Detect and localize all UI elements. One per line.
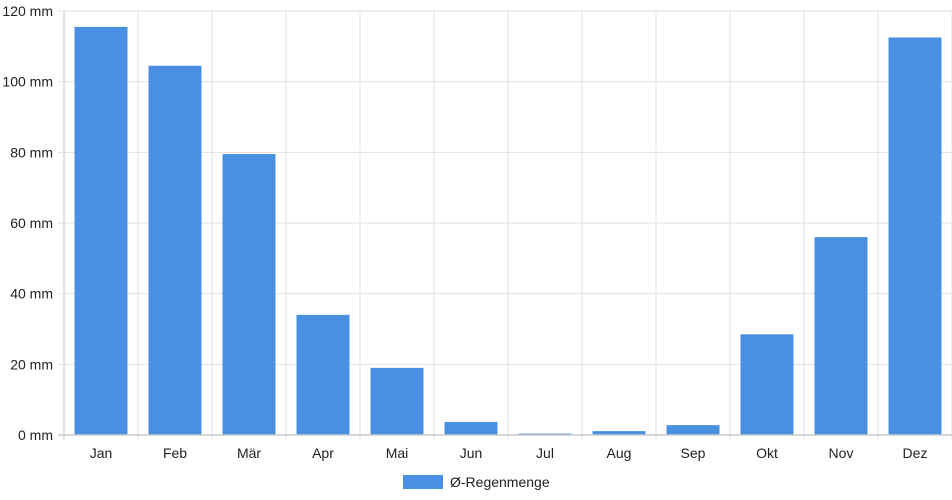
x-tick-label: Nov xyxy=(829,445,854,461)
y-tick-label: 100 mm xyxy=(2,74,53,90)
bar-jun[interactable] xyxy=(444,421,498,435)
bar-sep[interactable] xyxy=(666,425,720,435)
y-tick-label: 40 mm xyxy=(10,286,53,302)
axes xyxy=(58,11,952,441)
grid xyxy=(58,10,952,441)
y-tick-label: 60 mm xyxy=(10,215,53,231)
x-tick-label: Jun xyxy=(460,445,483,461)
bar-mär[interactable] xyxy=(222,154,276,435)
y-tick-label: 20 mm xyxy=(10,356,53,372)
x-tick-label: Jan xyxy=(90,445,113,461)
x-tick-label: Aug xyxy=(607,445,632,461)
y-tick-label: 0 mm xyxy=(18,427,53,443)
x-tick-label: Okt xyxy=(756,445,778,461)
x-tick-label: Mär xyxy=(237,445,261,461)
bar-jan[interactable] xyxy=(74,26,128,436)
bar-feb[interactable] xyxy=(148,65,202,436)
y-tick-label: 120 mm xyxy=(2,3,53,19)
x-tick-label: Feb xyxy=(163,445,187,461)
y-tick-label: 80 mm xyxy=(10,144,53,160)
bar-mai[interactable] xyxy=(370,367,424,435)
bar-okt[interactable] xyxy=(740,334,794,435)
x-tick-label: Sep xyxy=(681,445,706,461)
x-tick-label: Mai xyxy=(386,445,409,461)
bar-apr[interactable] xyxy=(296,314,350,435)
x-axis-ticks: Jan Feb Mär Apr Mai Jun Jul Aug Sep Okt Nov Dez xyxy=(90,445,928,461)
bar-nov[interactable] xyxy=(814,237,868,435)
bars xyxy=(74,26,942,436)
legend-swatch[interactable] xyxy=(403,475,443,489)
bar-dez[interactable] xyxy=(888,37,942,436)
legend-label[interactable]: Ø-Regenmenge xyxy=(450,474,550,490)
bar-aug[interactable] xyxy=(592,431,646,435)
x-tick-label: Apr xyxy=(312,445,334,461)
legend[interactable]: Ø-Regenmenge xyxy=(403,474,550,490)
y-axis-ticks: 0 mm 20 mm 40 mm 60 mm 80 mm 100 mm 120 mm xyxy=(2,3,53,443)
x-tick-label: Dez xyxy=(903,445,928,461)
x-tick-label: Jul xyxy=(536,445,554,461)
